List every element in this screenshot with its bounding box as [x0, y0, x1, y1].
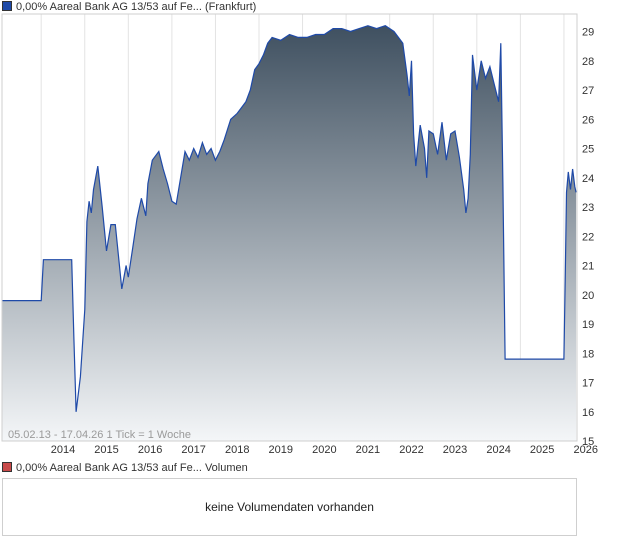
x-tick-label: 2015: [94, 444, 118, 456]
y-tick-label: 21: [582, 261, 594, 273]
x-tick-label: 2025: [530, 444, 554, 456]
x-tick-label: 2019: [269, 444, 293, 456]
y-tick-label: 16: [582, 407, 594, 419]
y-tick-label: 28: [582, 56, 594, 68]
x-tick-label: 2023: [443, 444, 467, 456]
x-tick-label: 2021: [356, 444, 380, 456]
y-tick-label: 24: [582, 173, 594, 185]
volume-legend: 0,00% Aareal Bank AG 13/53 auf Fe... Vol…: [2, 461, 248, 475]
y-tick-label: 20: [582, 290, 594, 302]
y-tick-label: 22: [582, 231, 594, 243]
volume-panel: keine Volumendaten vorhanden: [2, 478, 577, 536]
x-tick-label: 2026: [573, 444, 597, 456]
x-tick-label: 2014: [51, 444, 75, 456]
y-tick-label: 18: [582, 348, 594, 360]
y-tick-label: 29: [582, 27, 594, 39]
x-tick-label: 2016: [138, 444, 162, 456]
no-volume-message: keine Volumendaten vorhanden: [205, 500, 374, 514]
x-tick-label: 2022: [399, 444, 423, 456]
price-area-fill: [2, 25, 577, 441]
plot-frame: [1, 13, 578, 442]
y-tick-label: 27: [582, 85, 594, 97]
y-tick-label: 25: [582, 144, 594, 156]
y-tick-label: 26: [582, 114, 594, 126]
x-tick-label: 2024: [486, 444, 510, 456]
price-series-swatch: [2, 1, 12, 11]
y-tick-label: 19: [582, 319, 594, 331]
volume-series-swatch: [2, 462, 12, 472]
x-tick-label: 2020: [312, 444, 336, 456]
y-tick-label: 17: [582, 378, 594, 390]
price-legend: 0,00% Aareal Bank AG 13/53 auf Fe... (Fr…: [2, 0, 256, 14]
volume-legend-label: 0,00% Aareal Bank AG 13/53 auf Fe... Vol…: [16, 462, 248, 474]
x-tick-label: 2018: [225, 444, 249, 456]
price-line: [2, 25, 577, 412]
y-tick-label: 23: [582, 202, 594, 214]
x-tick-label: 2017: [181, 444, 205, 456]
price-legend-label: 0,00% Aareal Bank AG 13/53 auf Fe... (Fr…: [16, 1, 257, 13]
date-range-info: 05.02.13 - 17.04.26 1 Tick = 1 Woche: [8, 429, 191, 441]
y-tick-label: 15: [582, 436, 594, 448]
